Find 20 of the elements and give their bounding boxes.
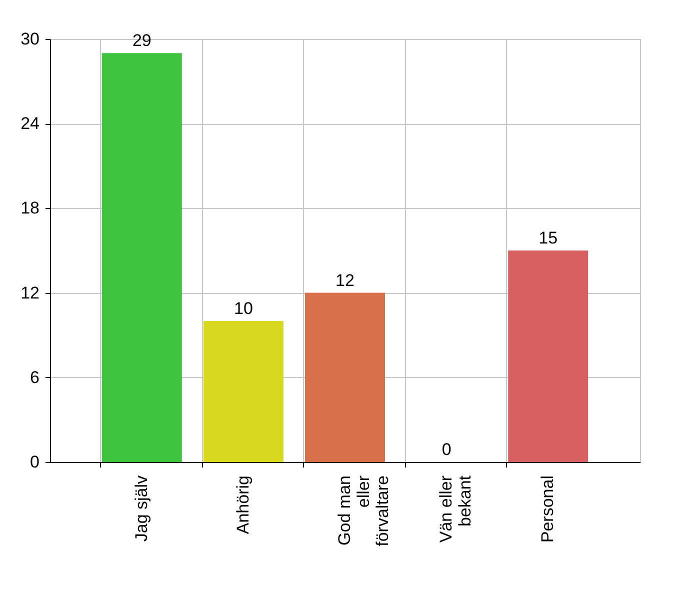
data-label: 12 — [336, 270, 354, 290]
bar — [305, 292, 385, 462]
bar — [508, 250, 588, 462]
y-tick-label: 30 — [20, 30, 40, 48]
x-tick-label: Personal — [538, 476, 558, 543]
x-tick-label: God man eller förvaltare — [335, 475, 392, 546]
bar — [102, 53, 182, 462]
y-tick-label: 0 — [30, 452, 40, 472]
bar — [203, 321, 284, 462]
data-label: 15 — [538, 228, 558, 248]
y-tick-label: 18 — [20, 198, 40, 218]
y-tick-label: 6 — [30, 368, 40, 387]
y-tick-label: 12 — [20, 283, 40, 302]
data-label: 10 — [234, 299, 253, 318]
y-tick-label: 24 — [20, 114, 40, 134]
data-label: 29 — [132, 31, 152, 50]
x-tick-label: Vän eller bekant — [436, 475, 475, 543]
x-tick-label: Jag själv — [132, 475, 151, 542]
data-label: 0 — [442, 440, 452, 459]
x-tick-label: Anhörig — [233, 476, 252, 534]
